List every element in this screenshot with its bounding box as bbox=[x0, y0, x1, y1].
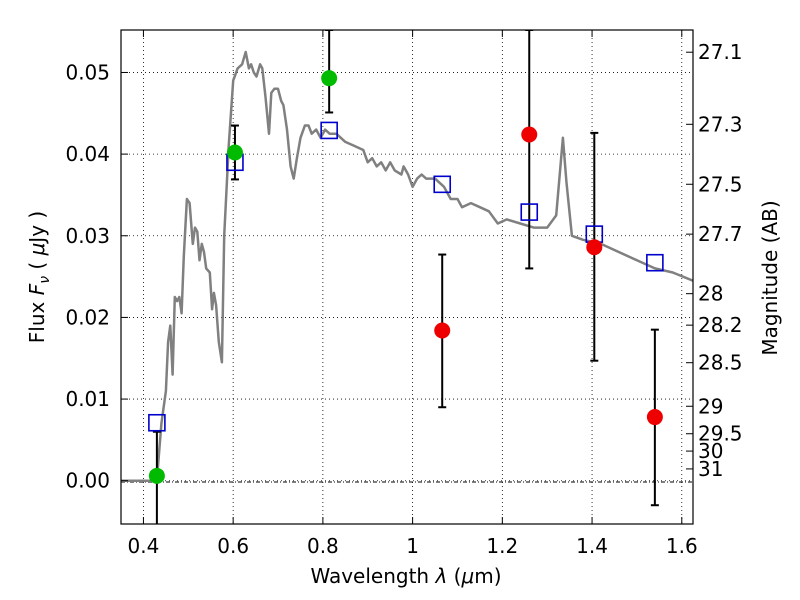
y2-axis-label: Magnitude (AB) bbox=[758, 200, 782, 355]
mag-tick-label: 31 bbox=[698, 457, 723, 481]
y-tick-label: 0.02 bbox=[65, 305, 110, 329]
y-tick-label: 0.04 bbox=[65, 142, 110, 166]
x-tick-label: 0.8 bbox=[307, 534, 339, 558]
x-axis-label: Wavelength λ (μm) bbox=[310, 564, 501, 588]
y-tick-label: 0.03 bbox=[65, 224, 110, 248]
x-tick-label: 1.4 bbox=[576, 534, 608, 558]
axis-ticks: 0.4 0.6 0.8 1 1.2 1.4 1.6 0.00 0.01 0.02 0.03 0.04 0… bbox=[65, 30, 743, 558]
mag-tick-label: 27.5 bbox=[698, 172, 743, 196]
mag-tick-label: 28 bbox=[698, 282, 723, 306]
mag-tick-label: 28.5 bbox=[698, 351, 743, 375]
observed-flux-point bbox=[321, 70, 338, 87]
x-tick-label: 1.2 bbox=[486, 534, 518, 558]
observed-flux-point bbox=[434, 322, 451, 339]
plot-frame bbox=[120, 29, 694, 525]
mag-tick-label: 27.7 bbox=[698, 222, 743, 246]
model-spectrum-line bbox=[121, 50, 693, 482]
mag-tick-label: 27.1 bbox=[698, 40, 743, 64]
y-axis-label: Flux Fν ( μJy ) bbox=[25, 211, 53, 343]
grid-lines bbox=[121, 30, 693, 524]
x-tick-label: 1 bbox=[406, 534, 419, 558]
mag-tick-label: 27.3 bbox=[698, 112, 743, 136]
model-flux-square bbox=[646, 253, 664, 272]
model-flux-square bbox=[148, 413, 166, 432]
mag-tick-label: 29 bbox=[698, 394, 723, 418]
model-flux-square bbox=[520, 203, 539, 221]
error-bars bbox=[152, 30, 659, 524]
y-tick-label: 0.05 bbox=[65, 60, 110, 84]
photometry-points bbox=[148, 70, 664, 484]
observed-flux-point bbox=[148, 467, 165, 484]
model-flux-square bbox=[433, 175, 452, 194]
observed-flux-point bbox=[586, 239, 603, 256]
mag-tick-label: 28.2 bbox=[698, 313, 743, 337]
observed-flux-point bbox=[226, 144, 243, 161]
model-flux-square bbox=[320, 121, 338, 140]
x-tick-label: 1.6 bbox=[666, 534, 698, 558]
x-tick-label: 0.4 bbox=[128, 534, 160, 558]
plot-area bbox=[121, 30, 693, 524]
observed-flux-point bbox=[521, 126, 538, 143]
y-tick-label: 0.01 bbox=[65, 387, 110, 411]
mag-tick-label: 30 bbox=[698, 439, 723, 463]
observed-flux-point bbox=[646, 409, 663, 426]
x-tick-label: 0.6 bbox=[217, 534, 249, 558]
mag-tick-label: 29.5 bbox=[698, 422, 743, 446]
y-tick-label: 0.00 bbox=[65, 469, 110, 493]
